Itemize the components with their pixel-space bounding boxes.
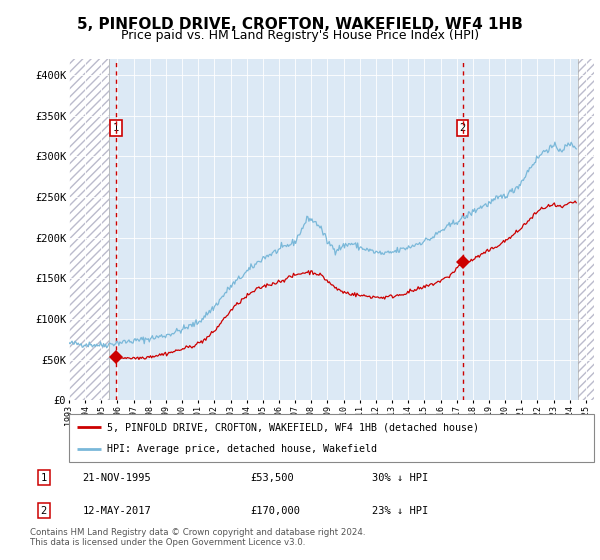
Text: £53,500: £53,500 — [251, 473, 295, 483]
Text: Price paid vs. HM Land Registry's House Price Index (HPI): Price paid vs. HM Land Registry's House … — [121, 29, 479, 42]
Text: 12-MAY-2017: 12-MAY-2017 — [82, 506, 151, 516]
Bar — [69, 59, 109, 400]
Bar — [578, 59, 594, 400]
Text: 21-NOV-1995: 21-NOV-1995 — [82, 473, 151, 483]
Text: Contains HM Land Registry data © Crown copyright and database right 2024.
This d: Contains HM Land Registry data © Crown c… — [30, 528, 365, 547]
Text: 30% ↓ HPI: 30% ↓ HPI — [372, 473, 428, 483]
Text: 2: 2 — [460, 123, 466, 133]
Bar — [578, 59, 594, 400]
FancyBboxPatch shape — [69, 414, 594, 462]
Text: £170,000: £170,000 — [251, 506, 301, 516]
Text: 23% ↓ HPI: 23% ↓ HPI — [372, 506, 428, 516]
Text: 2: 2 — [41, 506, 47, 516]
Text: 5, PINFOLD DRIVE, CROFTON, WAKEFIELD, WF4 1HB: 5, PINFOLD DRIVE, CROFTON, WAKEFIELD, WF… — [77, 17, 523, 32]
Text: 1: 1 — [41, 473, 47, 483]
Text: HPI: Average price, detached house, Wakefield: HPI: Average price, detached house, Wake… — [107, 444, 377, 454]
Text: 5, PINFOLD DRIVE, CROFTON, WAKEFIELD, WF4 1HB (detached house): 5, PINFOLD DRIVE, CROFTON, WAKEFIELD, WF… — [107, 422, 479, 432]
Bar — [69, 59, 109, 400]
Text: 1: 1 — [113, 123, 119, 133]
